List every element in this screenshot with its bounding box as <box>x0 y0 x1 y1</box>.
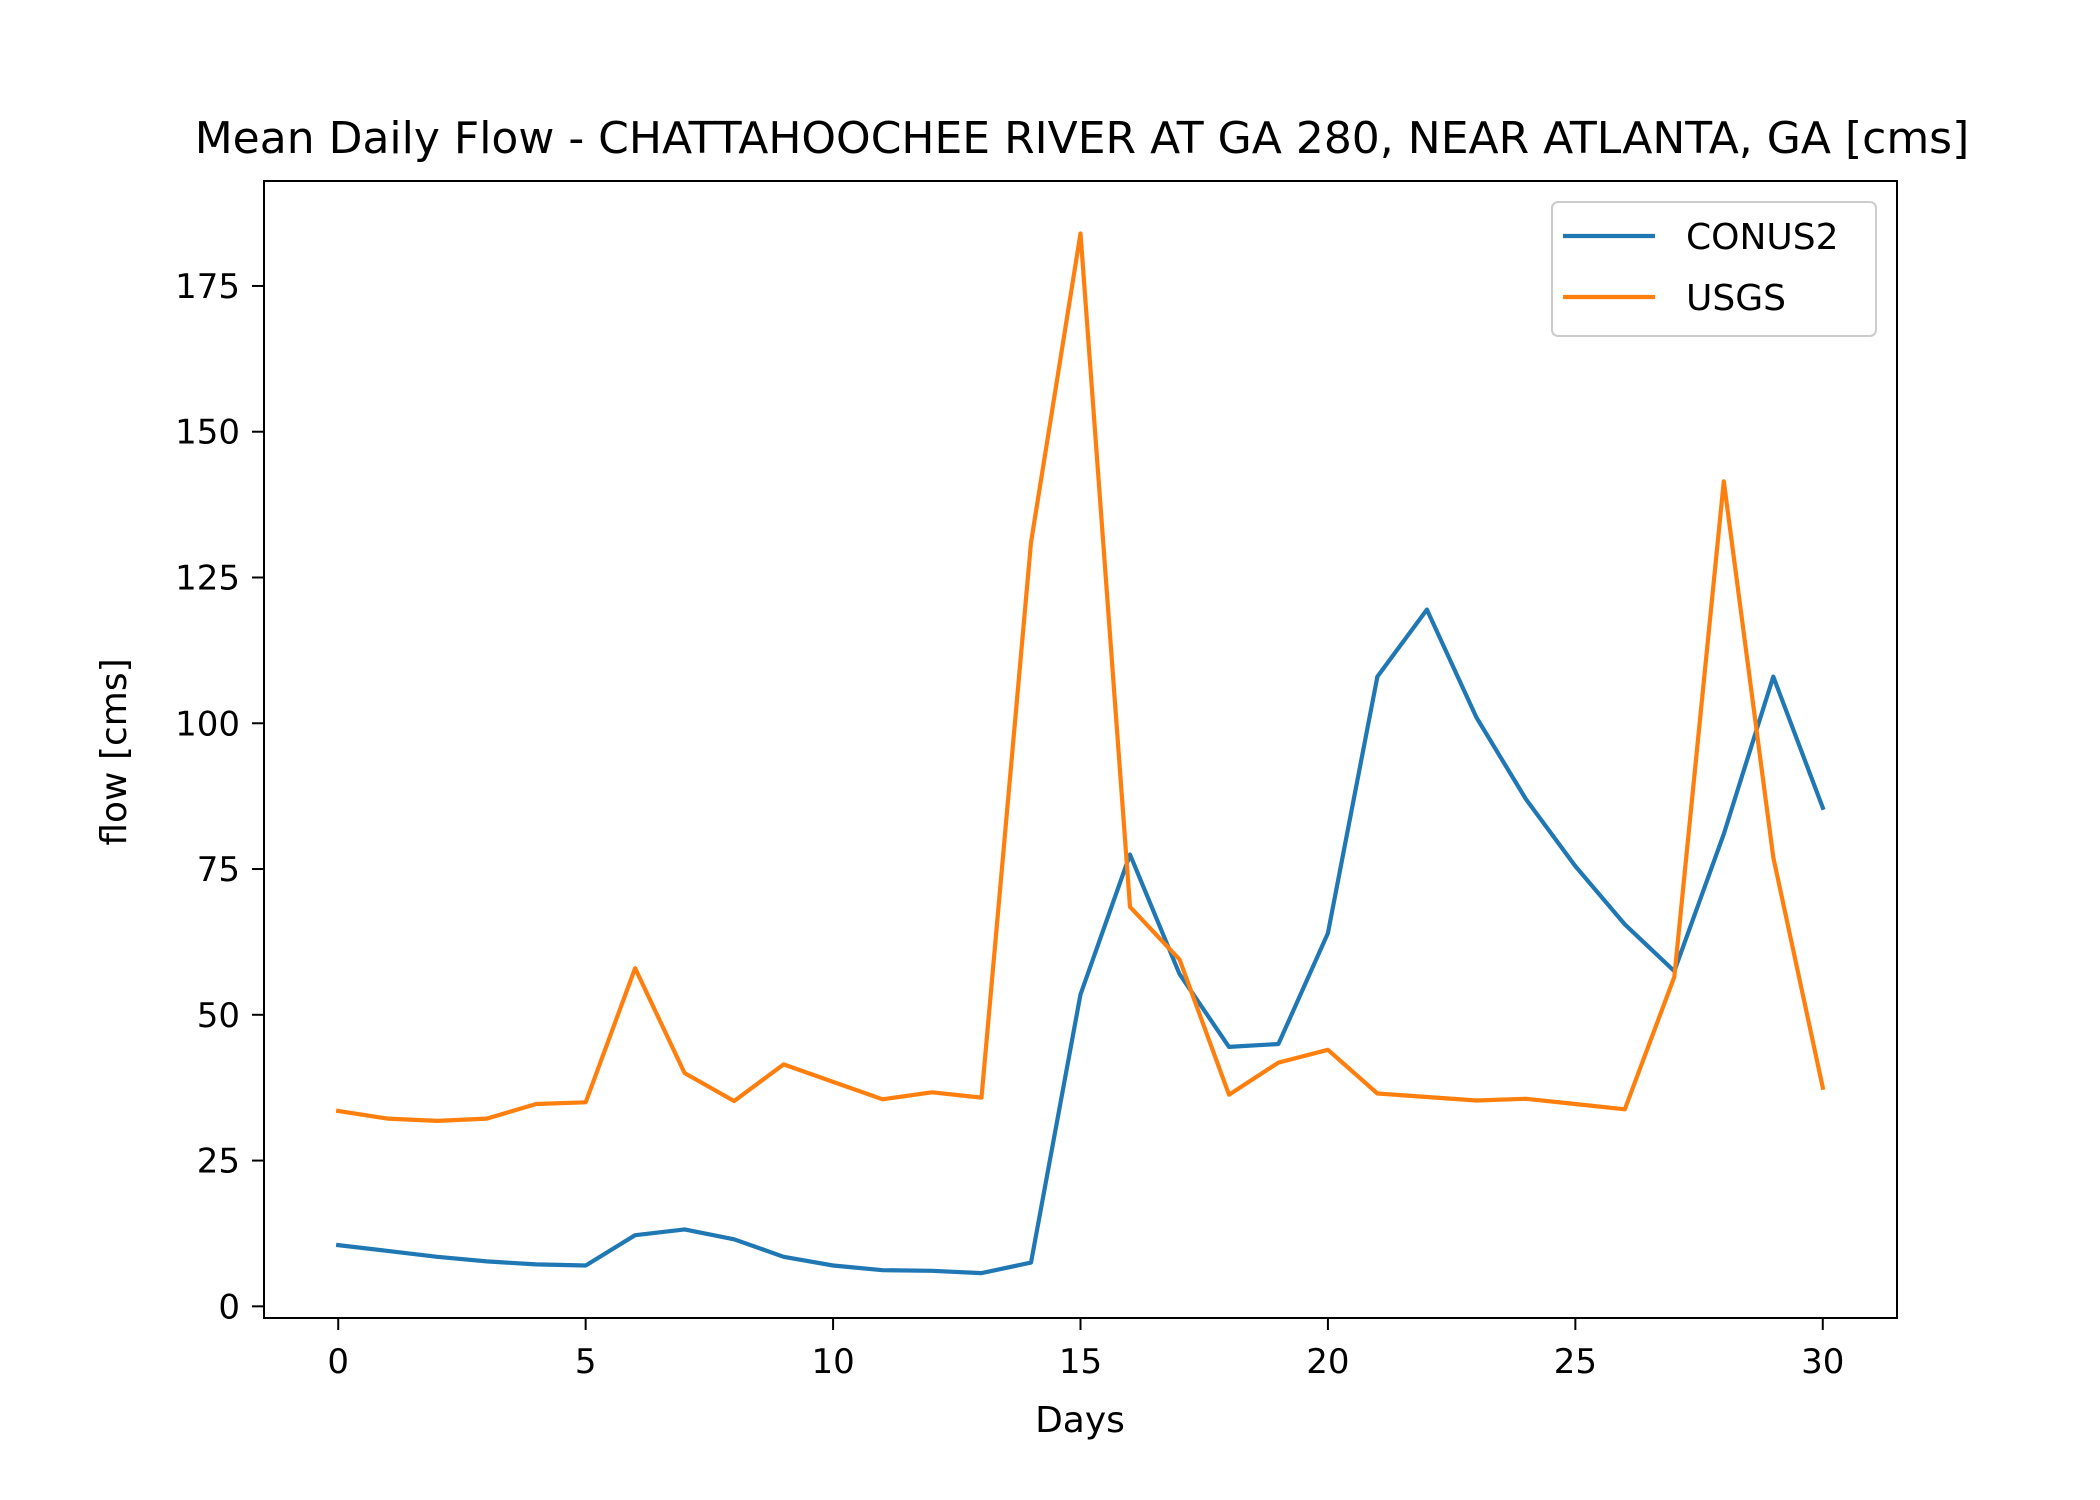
x-tick-label: 30 <box>1801 1342 1844 1382</box>
y-tick-label: 50 <box>197 996 240 1036</box>
x-tick-label: 0 <box>327 1342 349 1382</box>
legend: CONUS2 USGS <box>1551 201 1877 337</box>
x-tick-label: 5 <box>575 1342 597 1382</box>
legend-label-usgs: USGS <box>1686 278 1786 319</box>
series-line-usgs <box>335 231 1826 1124</box>
y-tick-label: 125 <box>175 558 240 598</box>
x-axis-ticks: 0 5 10 15 20 25 30 <box>327 1318 1844 1382</box>
plot-area <box>263 180 1898 1319</box>
x-tick-label: 25 <box>1554 1342 1597 1382</box>
axes-frame <box>263 180 1898 1319</box>
y-axis-ticks: 0 25 50 75 100 125 150 175 <box>175 267 264 1327</box>
x-axis-label: Days <box>1035 1400 1125 1441</box>
y-tick-label: 175 <box>175 267 240 307</box>
x-tick-label: 10 <box>811 1342 854 1382</box>
x-tick-label: 15 <box>1059 1342 1102 1382</box>
y-tick-label: 100 <box>175 704 240 744</box>
x-tick-label: 20 <box>1306 1342 1349 1382</box>
chart-title: Mean Daily Flow - CHATTAHOOCHEE RIVER AT… <box>195 113 1970 164</box>
legend-label-conus2: CONUS2 <box>1686 217 1839 258</box>
y-axis-label: flow [cms] <box>94 658 135 845</box>
y-tick-label: 25 <box>197 1142 240 1182</box>
y-tick-label: 0 <box>218 1287 240 1327</box>
y-tick-label: 75 <box>197 850 240 890</box>
y-tick-label: 150 <box>175 413 240 453</box>
series-line-conus2 <box>335 607 1826 1276</box>
